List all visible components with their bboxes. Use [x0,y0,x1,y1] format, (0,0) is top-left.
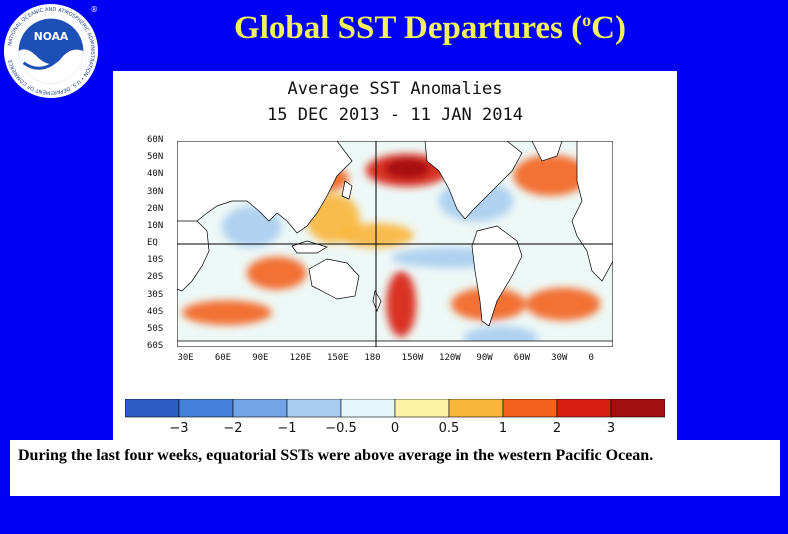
anomaly-patch [386,271,417,338]
caption: During the last four weeks, equatorial S… [10,440,780,496]
europe-africa-east [571,141,613,282]
lon-tick-label: 60E [214,353,232,363]
lat-tick-label: 30S [147,289,164,300]
lon-tick-label: 90E [252,353,269,363]
legend-swatch [286,399,342,418]
anomaly-patch [385,158,430,179]
australia [308,258,360,300]
anomaly-patch [525,287,601,321]
sst-map [177,141,613,347]
legend-label: 1 [498,421,508,436]
logo-name: NOAA [34,30,69,43]
legend-swatch [610,399,665,418]
legend-swatch [556,399,612,418]
lon-tick-label: 60W [513,353,531,363]
legend-label: −0.5 [325,421,357,436]
title-end: C) [591,10,626,46]
legend-label: 2 [552,421,562,436]
noaa-logo: NOAA ® NATIONAL OCEANIC AND ATMOSPHERIC … [3,3,99,99]
eurasia [177,141,353,234]
south-america [471,225,523,327]
slide-title: Global SST Departures (oC) [120,10,740,47]
lon-tick-label: 30E [177,353,194,363]
japan [341,180,353,200]
legend-label: −2 [223,421,243,436]
new-zealand [372,290,382,312]
lat-tick-label: 40N [147,169,164,180]
lat-tick-label: 20S [147,272,164,283]
chart-subtitle: 15 DEC 2013 - 11 JAN 2014 [267,105,523,125]
lat-tick-label: 20N [147,203,164,214]
legend-swatch [394,399,450,418]
color-legend [125,399,665,418]
greenland [531,141,563,162]
anomaly-patch [246,256,307,290]
lat-tick-label: 60S [147,341,164,351]
title-degree: o [582,10,592,30]
north-america [424,141,523,220]
legend-label: 3 [606,421,616,436]
anomaly-patch [181,300,272,326]
africa [177,220,210,292]
lat-tick-label: 50S [147,323,164,334]
legend-swatch [502,399,558,418]
legend-swatch [232,399,288,418]
lat-tick-label: 50N [147,152,164,163]
anomaly-patch [513,154,589,196]
title-main: Global SST Departures ( [234,10,583,46]
lat-tick-label: 10N [147,220,164,231]
legend-label: −1 [277,421,297,436]
lat-tick-label: 10S [147,255,164,266]
legend-swatch [340,399,396,418]
legend-label: 0.5 [438,421,460,436]
legend-swatch [448,399,504,418]
lon-tick-label: 120W [439,353,461,363]
chart-panel: Average SST Anomalies 15 DEC 2013 - 11 J… [113,71,677,455]
legend-label: −3 [169,421,189,436]
lon-tick-label: 150E [326,353,349,363]
lon-tick-label: 90W [476,353,493,363]
legend-swatch [178,399,234,418]
lon-tick-label: 180 [364,353,381,363]
lat-tick-label: 30N [147,186,164,197]
lat-tick-label: EQ [147,238,158,248]
lon-tick-label: 120E [289,353,312,363]
continents [177,141,613,347]
registered-mark: ® [90,5,98,14]
lon-tick-label: 150W [401,353,424,363]
lon-tick-label: 0 [588,353,594,363]
lon-tick-label: 30W [551,353,568,363]
chart-title: Average SST Anomalies [287,79,503,99]
legend-swatch [125,399,180,418]
antarctica [177,340,613,347]
lat-tick-label: 60N [147,135,164,145]
legend-label: 0 [390,421,400,436]
lat-tick-label: 40S [147,306,164,317]
